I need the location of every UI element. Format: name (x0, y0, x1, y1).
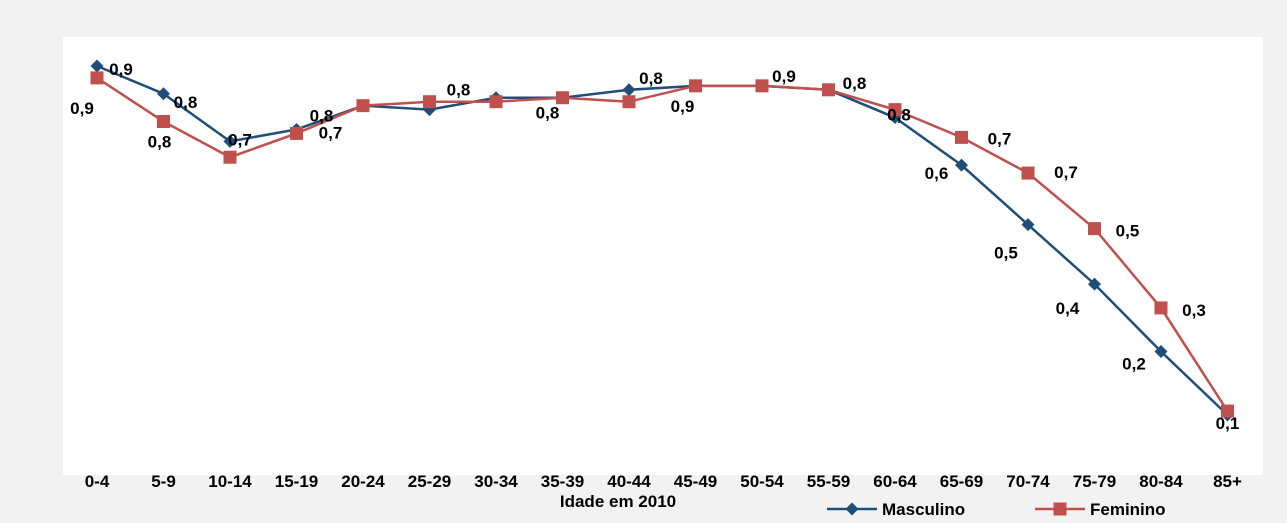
data-label-masculino: 0,8 (174, 93, 198, 112)
legend-marker-feminino (1053, 502, 1067, 516)
data-label-masculino: 0,9 (772, 67, 796, 86)
data-label-feminino: 0,8 (843, 74, 867, 93)
data-point-masculino (223, 134, 237, 148)
data-label-feminino: 0,5 (1116, 222, 1140, 241)
data-point-masculino (622, 83, 636, 97)
x-tick-label: 0-4 (85, 472, 110, 491)
x-tick-label: 15-19 (275, 472, 318, 491)
data-point-feminino (489, 95, 503, 109)
x-tick-label: 80-84 (1139, 472, 1183, 491)
data-label-feminino: 0,7 (319, 123, 343, 142)
data-point-feminino (223, 150, 237, 164)
data-point-feminino (822, 83, 835, 97)
data-point-feminino (689, 79, 702, 93)
legend-item-masculino: Masculino (827, 500, 965, 519)
data-label-masculino: 0,7 (228, 130, 252, 149)
data-label-feminino: 0,9 (70, 99, 94, 118)
x-tick-label: 60-64 (873, 472, 917, 491)
data-label-layer: 0,90,80,70,80,8 0,90,60,50,40,20,10,90,8 0… (70, 60, 1239, 433)
data-point-feminino (157, 115, 170, 129)
data-label-masculino: 0,9 (109, 60, 133, 79)
x-tick-label: 30-34 (474, 472, 518, 491)
data-label-masculino: 0,4 (1056, 299, 1080, 318)
x-tick-label: 75-79 (1073, 472, 1116, 491)
data-point-masculino (90, 59, 104, 73)
series-layer (90, 59, 1234, 422)
data-point-masculino (1154, 345, 1168, 359)
series-feminino (90, 71, 1234, 418)
x-tick-label: 55-59 (807, 472, 850, 491)
x-tick-label: 40-44 (607, 472, 651, 491)
data-label-masculino: 0,1 (1216, 414, 1240, 433)
data-point-feminino (290, 126, 303, 140)
legend-label-masculino: Masculino (882, 500, 965, 518)
data-point-feminino (1154, 301, 1168, 315)
x-tick-label: 5-9 (151, 472, 176, 491)
x-tick-label: 25-29 (408, 472, 451, 491)
data-label-masculino: 0,5 (994, 244, 1018, 263)
data-label-masculino: 0,2 (1122, 355, 1146, 374)
data-label-feminino: 0,9 (671, 97, 695, 116)
data-point-feminino (556, 91, 569, 105)
data-label-feminino: 0,8 (536, 104, 560, 123)
x-axis-title: Idade em 2010 (560, 492, 676, 511)
data-label-masculino: 0,6 (925, 164, 949, 183)
data-point-feminino (955, 130, 968, 144)
data-label-feminino: 0,8 (887, 106, 911, 125)
legend-item-feminino: Feminino (1035, 500, 1166, 519)
data-point-feminino (356, 99, 370, 113)
data-point-feminino (622, 95, 636, 109)
x-tick-label: 85+ (1213, 472, 1242, 491)
series-line-feminino (96, 76, 1229, 412)
data-point-feminino (755, 79, 769, 93)
x-tick-label: 20-24 (341, 472, 385, 491)
data-point-feminino (423, 95, 436, 109)
x-tick-label-layer: 0-4 5-9 10-14 15-19 20-24 25-29 30-34 35-39 40-4… (85, 472, 1242, 491)
data-point-feminino (1021, 166, 1035, 180)
data-label-feminino: 0,8 (447, 81, 471, 100)
data-label-masculino: 0,8 (310, 106, 334, 125)
x-tick-label: 35-39 (541, 472, 584, 491)
data-label-feminino: 0,8 (148, 133, 172, 152)
x-tick-label: 45-49 (674, 472, 717, 491)
data-point-masculino (157, 87, 170, 101)
data-point-feminino (90, 71, 104, 85)
x-tick-label: 70-74 (1006, 472, 1050, 491)
data-point-masculino (1088, 277, 1101, 291)
x-tick-label: 10-14 (208, 472, 252, 491)
legend-label-feminino: Feminino (1090, 500, 1166, 518)
data-label-feminino: 0,3 (1182, 301, 1206, 320)
data-point-masculino (955, 158, 968, 172)
legend: Masculino Feminino (827, 500, 1166, 519)
series-line-masculino (96, 64, 1229, 416)
data-point-feminino (1088, 222, 1101, 236)
data-label-masculino: 0,8 (639, 69, 663, 88)
data-label-feminino: 0,7 (1054, 163, 1078, 182)
legend-marker-masculino (845, 502, 859, 516)
x-tick-label: 65-69 (940, 472, 983, 491)
data-point-masculino (1021, 218, 1035, 232)
data-label-feminino: 0,7 (988, 129, 1012, 148)
data-point-feminino (1221, 404, 1234, 418)
plot-area (63, 37, 1263, 475)
x-tick-label: 50-54 (740, 472, 784, 491)
data-point-feminino (888, 103, 902, 117)
